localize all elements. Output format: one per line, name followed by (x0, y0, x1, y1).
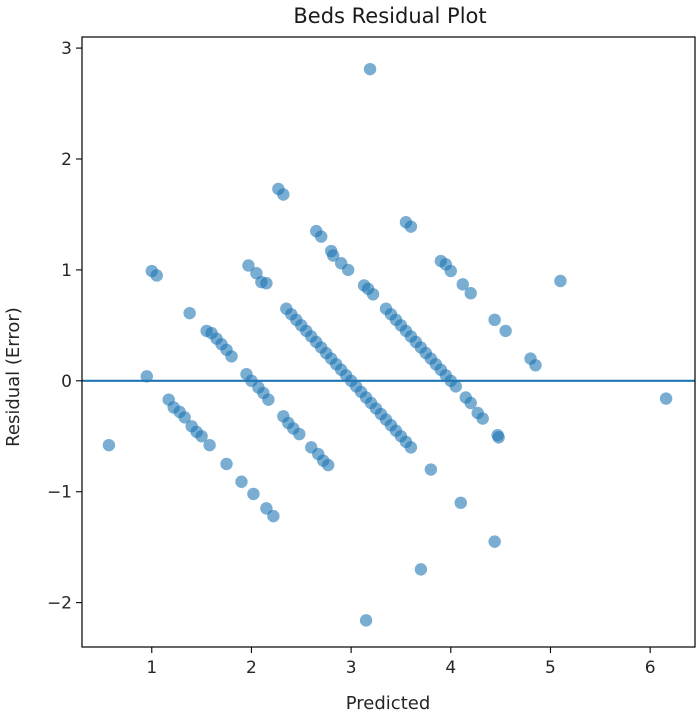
residual-point (444, 264, 457, 278)
y-tick-label: 2 (61, 150, 72, 170)
residual-point (499, 324, 512, 338)
residual-point (262, 393, 275, 406)
residual-point (424, 463, 438, 476)
y-tick-label: 1 (61, 261, 72, 281)
y-axis-label: Residual (Error) (3, 307, 24, 447)
y-tick-label: 3 (61, 39, 72, 59)
residual-point (321, 458, 335, 472)
residual-point (277, 188, 290, 201)
residual-point (102, 438, 116, 452)
x-axis-label: Predicted (346, 693, 431, 714)
residual-point (235, 475, 248, 488)
residual-point (414, 563, 428, 576)
plot-frame (81, 36, 696, 648)
residual-point (363, 62, 377, 76)
residual-point (404, 220, 418, 233)
residual-point (554, 274, 567, 288)
residual-point (150, 269, 163, 282)
x-tick-label: 1 (146, 658, 157, 678)
x-tick-label: 4 (445, 658, 456, 678)
residual-point (488, 535, 501, 548)
residual-point (203, 438, 216, 452)
residual-point (225, 350, 238, 363)
residual-point (267, 509, 280, 523)
y-tick-label: −1 (47, 483, 72, 503)
residual-point (140, 370, 153, 383)
residual-point (341, 263, 355, 277)
residual-point (454, 496, 467, 510)
residual-point (366, 288, 380, 301)
residual-point (242, 259, 255, 272)
residual-point (449, 380, 462, 393)
x-tick-label: 6 (645, 658, 656, 678)
residual-point (220, 457, 233, 471)
residual-point (404, 441, 418, 454)
residual-point (529, 359, 542, 372)
x-tick-label: 5 (545, 658, 556, 678)
residual-point (456, 278, 469, 291)
residual-point (476, 412, 489, 425)
y-tick-label: −2 (47, 594, 72, 614)
residual-point (488, 313, 501, 327)
x-tick-label: 2 (246, 658, 257, 678)
ticks-layer: 1 2 3 4 5 6 −2 −1 0 1 2 3 (47, 39, 656, 678)
y-tick-label: 0 (61, 372, 72, 392)
chart-title: Beds Residual Plot (293, 4, 486, 28)
residual-point (293, 427, 306, 441)
residual-point (247, 487, 260, 501)
residual-point (183, 306, 196, 320)
residual-point (659, 392, 673, 405)
residual-point (195, 430, 208, 443)
residual-point (492, 431, 505, 444)
residual-point (326, 249, 340, 262)
residual-point (359, 614, 373, 627)
residual-point (464, 396, 477, 410)
residual-point (178, 411, 191, 424)
residual-point (315, 230, 328, 243)
residual-point (260, 277, 273, 290)
points-layer (102, 62, 673, 627)
residual-point (464, 287, 477, 300)
x-tick-label: 3 (346, 658, 357, 678)
